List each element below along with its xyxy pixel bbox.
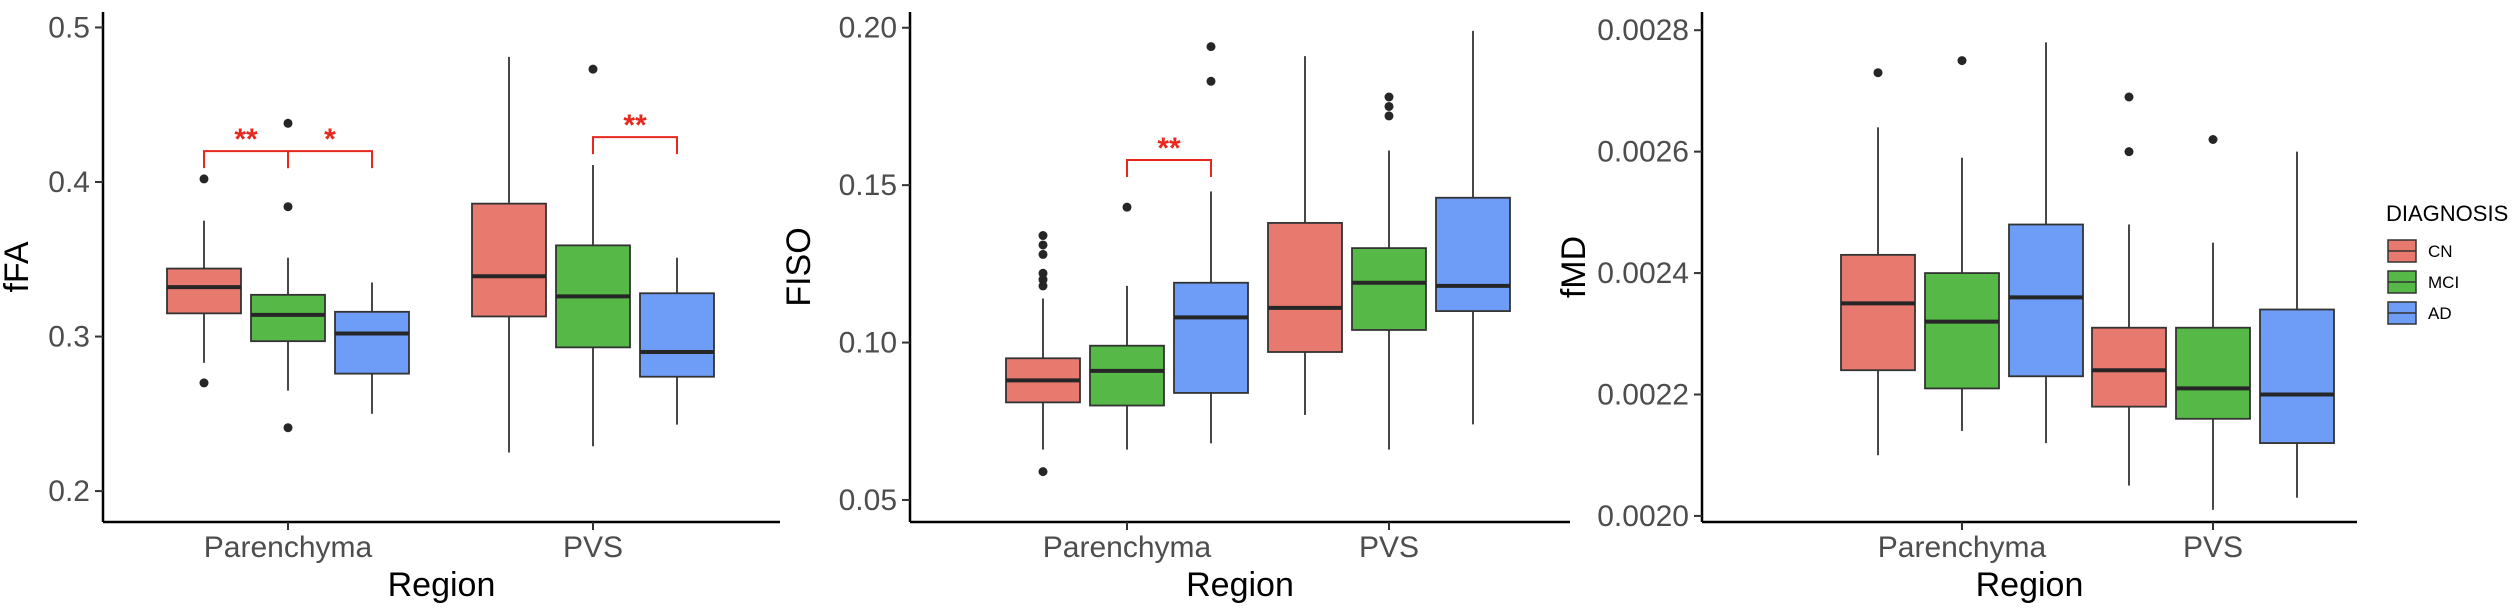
- y-tick-label: 0.05: [839, 484, 897, 517]
- fmd-pvs-cn-outlier: [2124, 147, 2134, 157]
- x-tick-label-parenchyma: Parenchyma: [1878, 531, 2047, 564]
- ffa-significance-label-1: *: [324, 123, 336, 156]
- ffa-significance-label-0: **: [234, 123, 258, 156]
- y-axis-title: fFA: [0, 241, 36, 292]
- y-axis-title: FISO: [780, 227, 818, 306]
- fiso-parenchyma-mci-box: [1089, 344, 1165, 407]
- y-tick-label: 0.15: [839, 169, 897, 202]
- fmd-pvs-mci-box: [2175, 326, 2251, 420]
- legend-label-ad: AD: [2428, 304, 2452, 323]
- y-tick-label: 0.10: [839, 327, 897, 360]
- ffa-pvs-mci-outlier: [588, 64, 598, 74]
- ffa-parenchyma-mci-outlier: [283, 202, 293, 212]
- x-tick-label-pvs: PVS: [563, 531, 623, 564]
- fiso-parenchyma-ad-outlier: [1206, 76, 1216, 86]
- fiso-pvs-cn-box: [1267, 222, 1343, 353]
- fmd-parenchyma-mci-box: [1924, 272, 2000, 390]
- fiso-pvs-mci-outlier: [1384, 111, 1394, 121]
- ffa-significance-bracket-1: [287, 150, 373, 169]
- x-axis-title: Region: [1976, 566, 2084, 604]
- y-tick-label: 0.20: [839, 12, 897, 45]
- y-tick-label: 0.0028: [1597, 14, 1689, 47]
- y-tick-label: 0.2: [48, 475, 90, 508]
- fiso-pvs-mci-outlier: [1384, 101, 1394, 111]
- y-tick-label: 0.0020: [1597, 500, 1689, 533]
- ffa-parenchyma-cn-outlier: [199, 378, 209, 388]
- ffa-significance-label-2: **: [623, 109, 647, 142]
- x-tick-label-pvs: PVS: [2183, 531, 2243, 564]
- fmd-pvs-cn-box: [2091, 326, 2167, 408]
- y-tick-label: 0.3: [48, 321, 90, 354]
- y-tick-label: 0.5: [48, 11, 90, 44]
- fmd-parenchyma-cn-box: [1840, 253, 1916, 372]
- x-tick-label-parenchyma: Parenchyma: [204, 531, 373, 564]
- y-tick-label: 0.0026: [1597, 136, 1689, 169]
- y-tick-label: 0.4: [48, 166, 90, 199]
- fiso-pvs-mci-box: [1351, 247, 1427, 331]
- ffa-parenchyma-mci-outlier: [283, 423, 293, 433]
- legend-label-cn: CN: [2428, 242, 2453, 261]
- fmd-parenchyma-mci-outlier: [1957, 56, 1967, 66]
- ffa-parenchyma-mci-box: [250, 293, 326, 343]
- fmd-pvs-ad-box: [2259, 308, 2335, 444]
- fiso-significance-bracket-0: [1126, 158, 1212, 177]
- x-axis-title: Region: [388, 566, 496, 604]
- fiso-parenchyma-mci-outlier: [1122, 202, 1132, 212]
- fmd-pvs-cn-outlier: [2124, 92, 2134, 102]
- fiso-parenchyma-cn-outlier: [1038, 240, 1048, 250]
- legend-label-mci: MCI: [2428, 273, 2459, 292]
- y-tick-label: 0.0024: [1597, 257, 1689, 290]
- y-axis-title: fMD: [1555, 236, 1593, 298]
- fiso-parenchyma-ad-box: [1173, 281, 1249, 394]
- fiso-parenchyma-cn-outlier: [1038, 281, 1048, 291]
- fiso-parenchyma-cn-outlier: [1038, 268, 1048, 278]
- panel-fmd: 0.0020 0.0022 0.0024 0.0026 0.0028 Parenchyma…: [1555, 12, 2357, 604]
- fiso-parenchyma-ad-outlier: [1206, 42, 1216, 52]
- fmd-parenchyma-ad-box: [2008, 223, 2084, 378]
- fiso-pvs-ad-box: [1435, 196, 1511, 312]
- x-axis-title: Region: [1186, 566, 1294, 604]
- legend: DIAGNOSIS CN MCI AD: [2386, 201, 2508, 325]
- ffa-pvs-cn-box: [471, 202, 547, 318]
- fmd-parenchyma-cn-outlier: [1873, 68, 1883, 78]
- panel-fiso: 0.05 0.10 0.15 0.20 Parenchyma PVS Region FISO *…: [780, 12, 1570, 604]
- ffa-parenchyma-mci-outlier: [283, 118, 293, 128]
- ffa-significance-bracket-2: [592, 136, 678, 155]
- ffa-pvs-ad-box: [639, 292, 715, 378]
- fiso-parenchyma-cn-outlier: [1038, 275, 1048, 285]
- x-tick-label-pvs: PVS: [1359, 531, 1419, 564]
- fiso-parenchyma-cn-outlier: [1038, 231, 1048, 241]
- fiso-parenchyma-cn-outlier: [1038, 467, 1048, 477]
- fiso-significance-label-0: **: [1157, 132, 1181, 165]
- legend-title: DIAGNOSIS: [2386, 201, 2508, 226]
- x-tick-label-parenchyma: Parenchyma: [1043, 531, 1212, 564]
- ffa-parenchyma-cn-box: [166, 267, 242, 315]
- fiso-pvs-mci-outlier: [1384, 92, 1394, 102]
- y-tick-label: 0.0022: [1597, 379, 1689, 412]
- fiso-parenchyma-cn-outlier: [1038, 249, 1048, 259]
- ffa-parenchyma-ad-box: [334, 310, 410, 375]
- fmd-pvs-mci-outlier: [2208, 135, 2218, 144]
- ffa-parenchyma-cn-outlier: [199, 174, 209, 184]
